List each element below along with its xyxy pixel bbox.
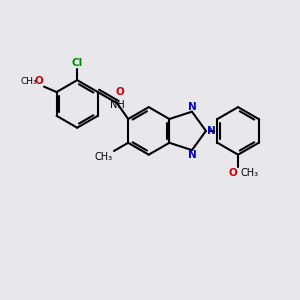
Text: Cl: Cl — [72, 58, 83, 68]
Text: CH₃: CH₃ — [94, 152, 112, 162]
Text: CH₃: CH₃ — [20, 76, 37, 85]
Text: N: N — [188, 150, 196, 160]
Text: O: O — [228, 168, 237, 178]
Text: N: N — [207, 126, 216, 136]
Text: CH₃: CH₃ — [240, 168, 259, 178]
Text: NH: NH — [110, 100, 124, 110]
Text: N: N — [188, 102, 196, 112]
Text: O: O — [34, 76, 43, 85]
Text: O: O — [115, 87, 124, 97]
